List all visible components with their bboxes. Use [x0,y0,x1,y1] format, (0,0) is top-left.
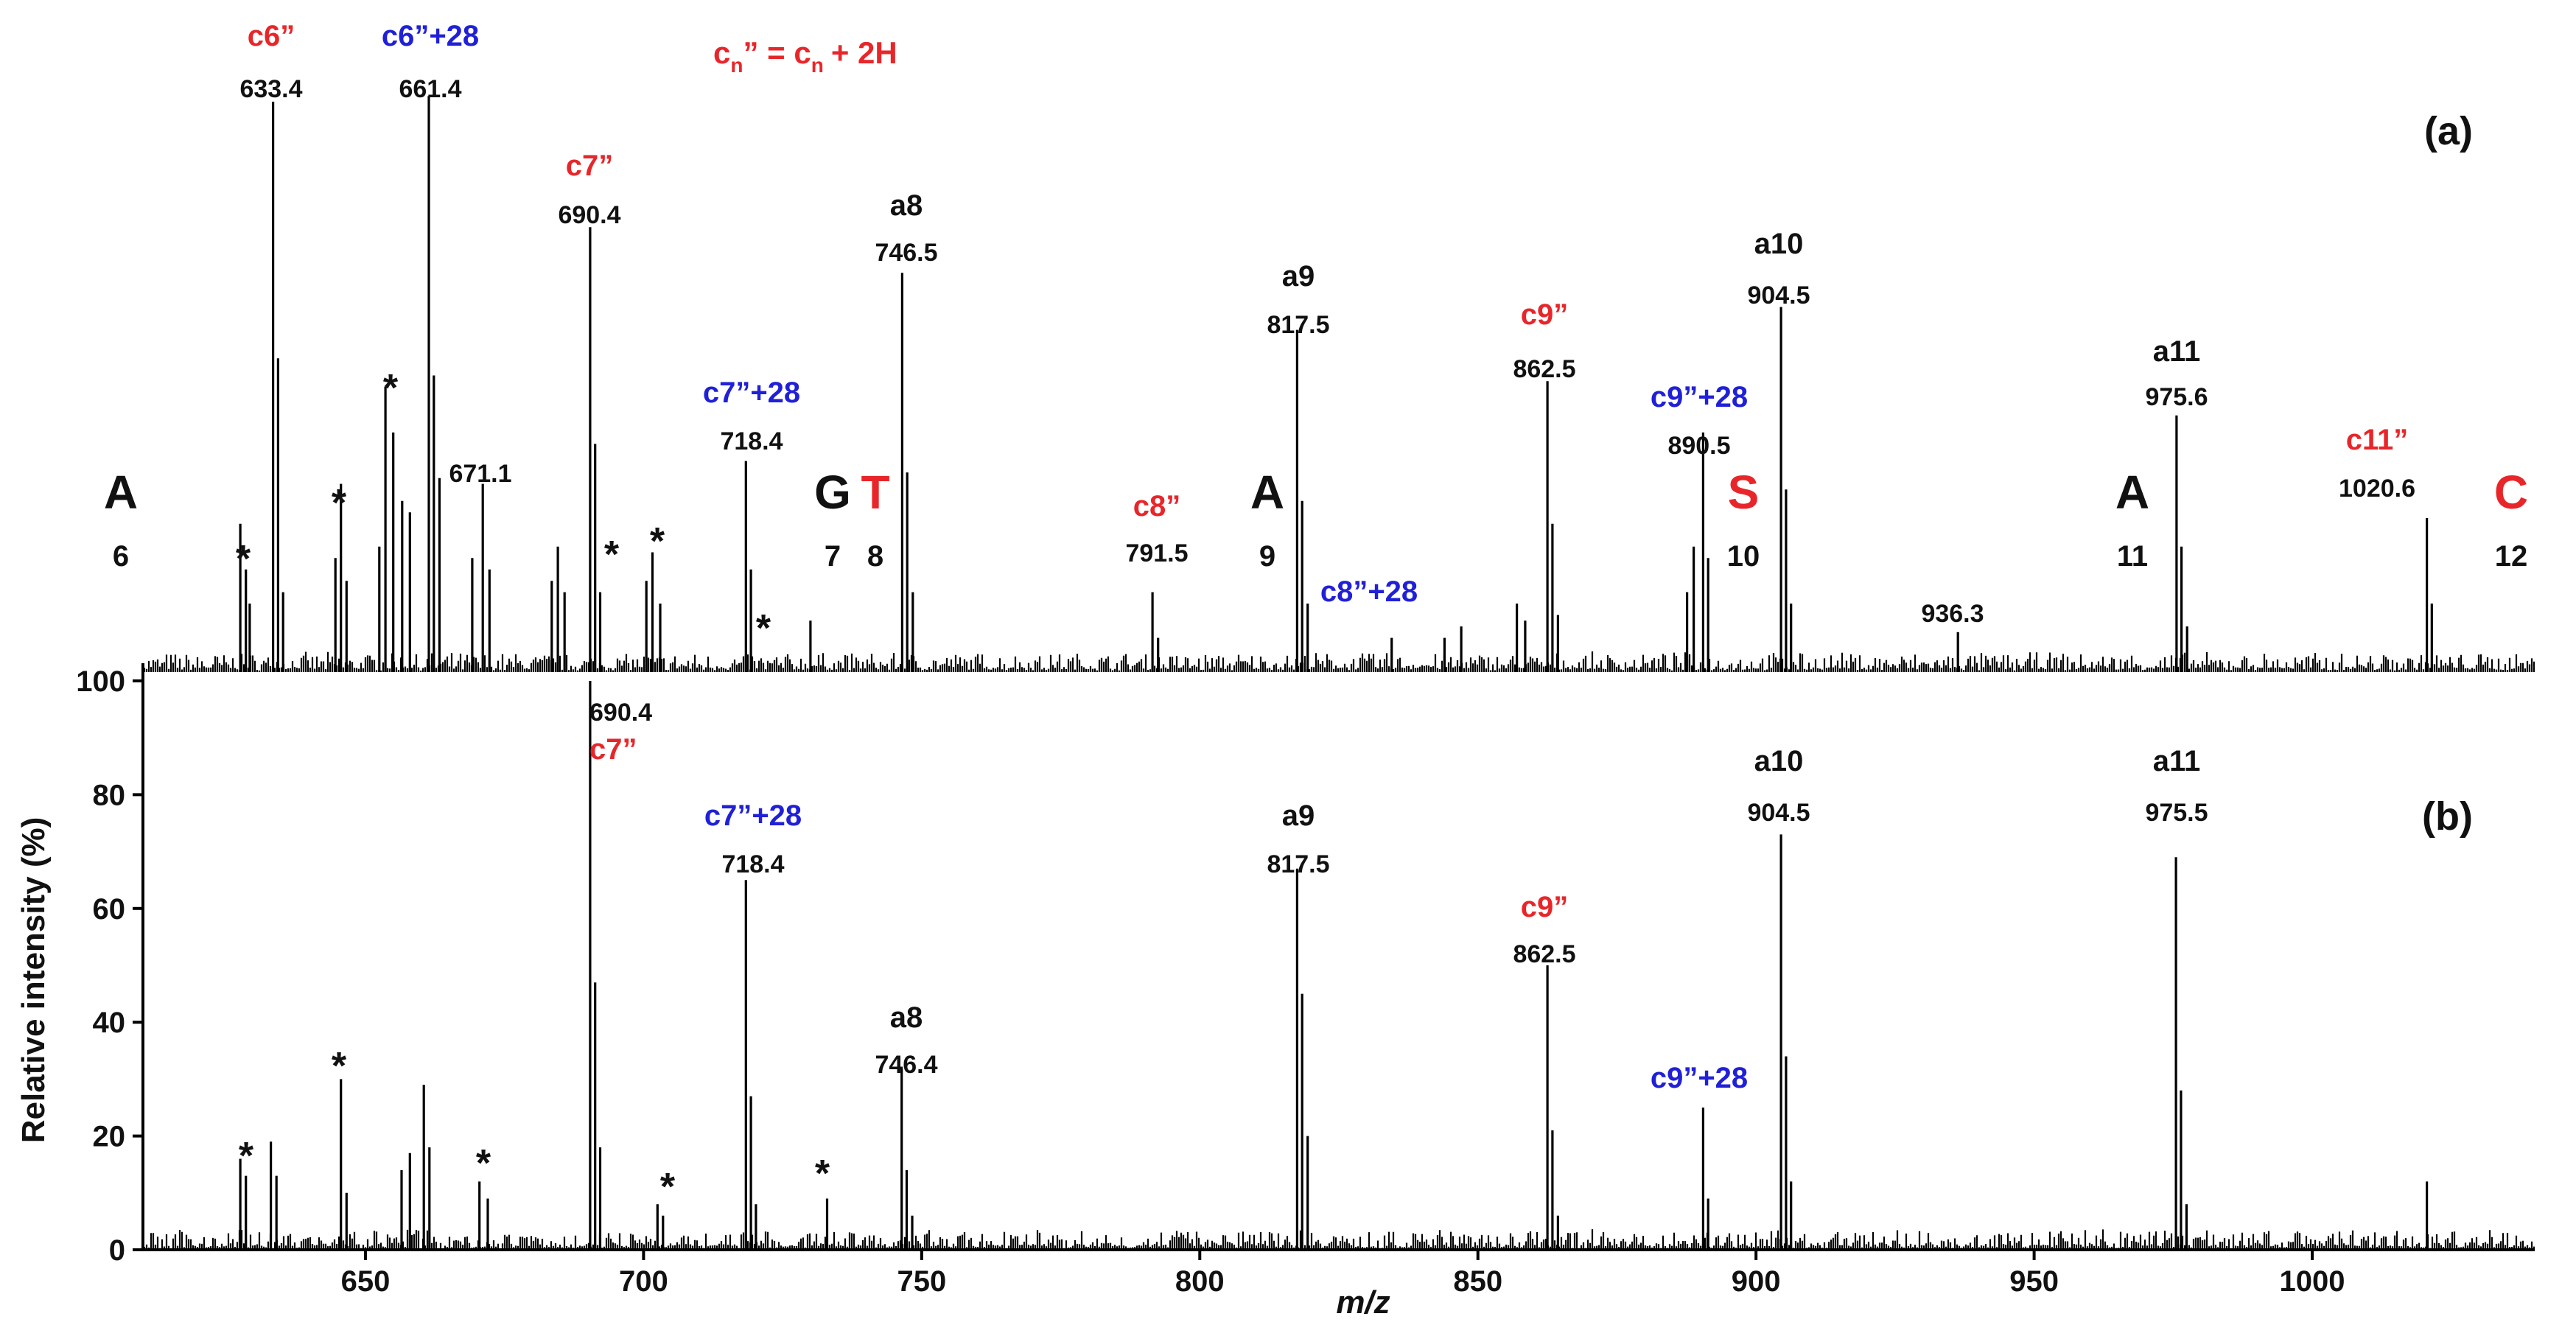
mz-label-a-975: 975.6 [2145,383,2208,411]
eq-end: + 2H [831,35,897,70]
star-b-5: * [815,1153,830,1195]
residue-t8: T [861,466,889,519]
mz-label-a-661: 661.4 [399,75,461,103]
panel-b: (b) 690.4 c7” c7”+28 718.4 a8 746.4 a9 8… [143,681,2535,1250]
star-b-2: * [332,1045,347,1088]
axes: 650 700 750 800 850 900 950 1000 0 20 40 60 80 100 R… [15,663,2535,1321]
residue-num-7: 7 [825,540,841,573]
star-b-3: * [476,1142,491,1185]
mz-label-b-746: 746.4 [875,1051,937,1079]
x-axis-label: m/z [1336,1284,1390,1321]
y-tick-label-80: 80 [93,779,126,811]
eq-c: c [713,35,730,70]
mz-label-b-817: 817.5 [1267,850,1329,878]
x-tick-label-800: 800 [1175,1265,1225,1298]
mz-label-a-1020: 1020.6 [2339,475,2415,503]
ion-label-a-c8: c8” [1133,490,1181,522]
residue-c12: C [2494,466,2528,519]
mz-label-a-746: 746.5 [875,239,937,267]
star-a-3: * [383,367,399,410]
y-tick-label-40: 40 [93,1007,126,1039]
x-tick-label-650: 650 [341,1265,391,1298]
panel-b-peaks [239,681,2429,1250]
ion-label-b-a11: a11 [2153,745,2201,777]
eq-sub-n: n [730,54,743,77]
ion-label-b-a8: a8 [890,1001,923,1034]
eq-sub-n2: n [811,54,824,77]
eq-mid: ” = c [743,35,811,70]
ion-label-a-c7: c7” [566,150,614,182]
mz-label-a-718: 718.4 [720,427,783,455]
mz-label-a-904: 904.5 [1747,281,1810,309]
ion-label-b-c9: c9” [1521,891,1569,923]
ion-label-a-a8: a8 [890,189,923,222]
mz-label-b-690: 690.4 [589,699,652,727]
x-tick-label-1000: 1000 [2280,1265,2345,1298]
ion-label-a-c9-28: c9”+28 [1651,381,1748,413]
x-tick-label-950: 950 [2009,1265,2059,1298]
mz-label-a-890: 890.5 [1667,432,1730,460]
mz-label-a-791: 791.5 [1125,539,1188,567]
star-a-1: * [236,538,251,581]
y-tick-label-100: 100 [76,665,125,698]
ion-label-b-c9-28: c9”+28 [1651,1062,1748,1094]
residue-num-12: 12 [2495,540,2528,573]
ion-label-a-a9: a9 [1282,260,1315,293]
mz-label-a-671: 671.1 [449,460,511,488]
y-axis-label: Relative intensity (%) [15,817,52,1144]
mz-label-b-718: 718.4 [721,850,784,878]
residue-a11: A [2115,466,2149,519]
ion-label-a-c11: c11” [2346,424,2409,456]
residue-g7: G [814,466,851,519]
ion-label-a-c7-28: c7”+28 [703,377,800,409]
ion-label-a-a10: a10 [1754,228,1804,260]
residue-num-6: 6 [113,540,129,573]
residue-a6: A [104,466,138,519]
y-tick-label-60: 60 [93,893,126,926]
x-axis-ticks: 650 700 750 800 850 900 950 1000 [341,1250,2345,1298]
star-b-1: * [239,1135,254,1178]
x-tick-label-700: 700 [619,1265,668,1298]
mz-label-a-817: 817.5 [1267,311,1329,339]
ion-label-b-a9: a9 [1282,800,1315,832]
x-tick-label-900: 900 [1732,1265,1781,1298]
residue-num-9: 9 [1259,540,1275,573]
star-a-4: * [604,534,620,576]
mz-label-a-936: 936.3 [1921,600,1984,628]
ion-label-a-c8-28: c8”+28 [1320,576,1418,608]
residue-s10: S [1728,466,1760,519]
ion-label-a-a11: a11 [2153,335,2201,368]
ion-label-b-c7-28: c7”+28 [704,800,802,832]
mz-label-a-633: 633.4 [239,75,302,103]
panel-a-peaks [239,96,2433,672]
ion-label-b-a10: a10 [1754,745,1804,777]
y-tick-label-0: 0 [109,1234,125,1267]
star-a-6: * [756,607,771,650]
mz-label-b-862: 862.5 [1513,940,1575,968]
residue-num-10: 10 [1727,540,1760,573]
residue-num-11: 11 [2117,540,2148,573]
star-a-2: * [332,482,347,525]
panel-a-label: (a) [2424,109,2473,153]
mz-label-a-862: 862.5 [1513,355,1575,383]
ion-label-a-c6: c6” [248,20,295,52]
panel-a: (a) cn” = cn + 2H c6” 633.4 c6”+28 661.4 … [104,20,2535,672]
star-b-4: * [660,1166,676,1209]
y-axis-ticks: 0 20 40 60 80 100 [76,665,143,1267]
ion-label-a-c9: c9” [1521,298,1569,331]
equation-annotation: cn” = cn + 2H [713,35,897,77]
residue-a9: A [1250,466,1284,519]
mz-label-b-975: 975.5 [2145,799,2208,827]
ion-label-a-c6-28: c6”+28 [382,20,479,52]
x-tick-label-750: 750 [897,1265,946,1298]
ion-label-b-c7: c7” [589,733,637,766]
y-tick-label-20: 20 [93,1121,126,1153]
x-tick-label-850: 850 [1453,1265,1502,1298]
mz-label-a-690: 690.4 [558,201,620,229]
mz-label-b-904: 904.5 [1747,799,1810,827]
residue-num-8: 8 [867,540,883,573]
star-a-5: * [650,520,665,563]
panel-b-label: (b) [2422,794,2473,839]
